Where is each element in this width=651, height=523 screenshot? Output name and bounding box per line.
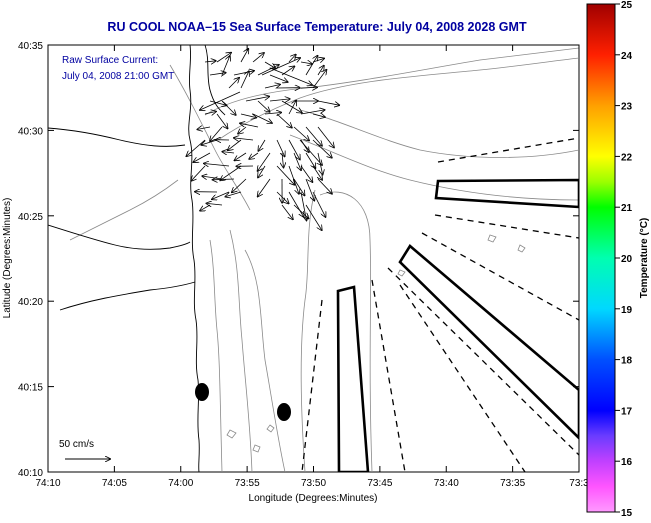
colorbar-label: Temperature (°C) bbox=[639, 218, 650, 299]
x-tick-label: 73:35 bbox=[500, 478, 525, 489]
colorbar-tick-label: 21 bbox=[621, 203, 633, 214]
x-tick-label: 74:10 bbox=[35, 478, 60, 489]
colorbar-tick-label: 18 bbox=[621, 356, 633, 367]
colorbar-tick-label: 15 bbox=[621, 508, 633, 518]
x-tick-label: 73:3 bbox=[569, 478, 589, 489]
legend-line-2: July 04, 2008 21:00 GMT bbox=[62, 71, 174, 82]
marker-ellipse-2 bbox=[277, 403, 291, 421]
colorbar-tick-label: 16 bbox=[621, 457, 633, 468]
colorbar-tick-label: 19 bbox=[621, 305, 633, 316]
colorbar-tick-label: 25 bbox=[621, 0, 633, 11]
figure-title: RU COOL NOAA–15 Sea Surface Temperature:… bbox=[107, 20, 527, 34]
x-tick-label: 73:40 bbox=[434, 478, 459, 489]
colorbar-tick-label: 20 bbox=[621, 254, 633, 265]
y-axis-label: Latitude (Degrees:Minutes) bbox=[2, 198, 13, 319]
y-tick-label: 40:10 bbox=[18, 468, 43, 479]
x-tick-label: 73:45 bbox=[367, 478, 392, 489]
scale-label: 50 cm/s bbox=[59, 439, 94, 450]
x-tick-label: 74:00 bbox=[168, 478, 193, 489]
x-tick-label: 73:50 bbox=[301, 478, 326, 489]
colorbar-tick-label: 17 bbox=[621, 406, 633, 417]
legend-line-1: Raw Surface Current: bbox=[62, 55, 158, 66]
colorbar-tick-label: 24 bbox=[621, 51, 633, 62]
y-tick-label: 40:25 bbox=[18, 212, 43, 223]
x-tick-label: 73:55 bbox=[235, 478, 260, 489]
x-tick-label: 74:05 bbox=[102, 478, 127, 489]
y-tick-label: 40:20 bbox=[18, 297, 43, 308]
marker-ellipse-1 bbox=[195, 383, 209, 401]
map-frame bbox=[48, 45, 579, 472]
x-axis-label: Longitude (Degrees:Minutes) bbox=[249, 493, 378, 504]
colorbar bbox=[587, 4, 615, 512]
colorbar-tick-label: 22 bbox=[621, 152, 633, 163]
colorbar-tick-label: 23 bbox=[621, 102, 633, 113]
y-tick-label: 40:30 bbox=[18, 126, 43, 137]
y-tick-label: 40:35 bbox=[18, 41, 43, 52]
y-tick-label: 40:15 bbox=[18, 383, 43, 394]
colorbar-ticks: 25 24 23 22 21 20 19 18 17 16 15 bbox=[615, 0, 633, 518]
